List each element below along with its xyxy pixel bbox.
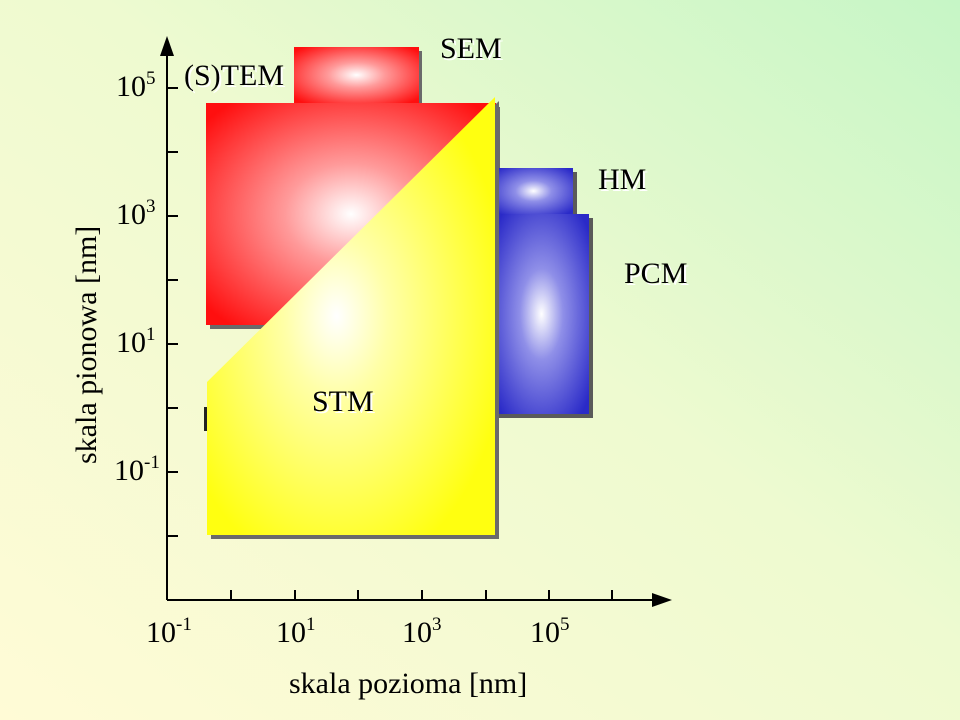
axes — [166, 52, 660, 601]
y-tick-label-1e5: 105 — [116, 68, 156, 103]
hm-label: HM — [598, 163, 646, 196]
sem-label: SEM — [440, 32, 502, 65]
x-tick-label-1e-1: 10-1 — [146, 614, 192, 649]
x-tick-label-1e5: 105 — [530, 614, 570, 649]
stm-edge-mark — [204, 407, 208, 431]
x-axis-arrowhead — [652, 593, 672, 607]
x-tick-label-1e3: 103 — [402, 614, 442, 649]
y-tick-label-1e3: 103 — [116, 196, 156, 231]
hm-block — [494, 168, 573, 214]
pcm-block — [494, 214, 589, 414]
x-tick-label-1e1: 101 — [276, 614, 316, 649]
pcm-label: PCM — [624, 257, 687, 290]
stem-label-shadow: (S)TEM — [186, 61, 286, 94]
hm-label-shadow: HM — [600, 165, 648, 198]
stm-block — [207, 97, 495, 535]
x-axis-title: skala pozioma [nm] — [289, 667, 527, 700]
y-tick-label-1e-1: 10-1 — [114, 452, 160, 487]
y-tick-label-1e1: 101 — [116, 324, 156, 359]
region-labels: (S)TEM (S)TEM SEM SEM HM HM PCM PCM STM … — [184, 32, 689, 420]
sem-label-shadow: SEM — [442, 34, 504, 67]
sem-block — [294, 47, 419, 103]
stem-label: (S)TEM — [184, 59, 284, 92]
stm-label-shadow: STM — [314, 387, 376, 420]
y-axis-arrowhead — [160, 36, 174, 56]
hm-pcm-region — [494, 168, 593, 418]
stm-label: STM — [312, 385, 374, 418]
pcm-label-shadow: PCM — [626, 259, 689, 292]
y-axis-title: skala pionowa [nm] — [70, 226, 103, 464]
stm-region — [207, 97, 499, 539]
